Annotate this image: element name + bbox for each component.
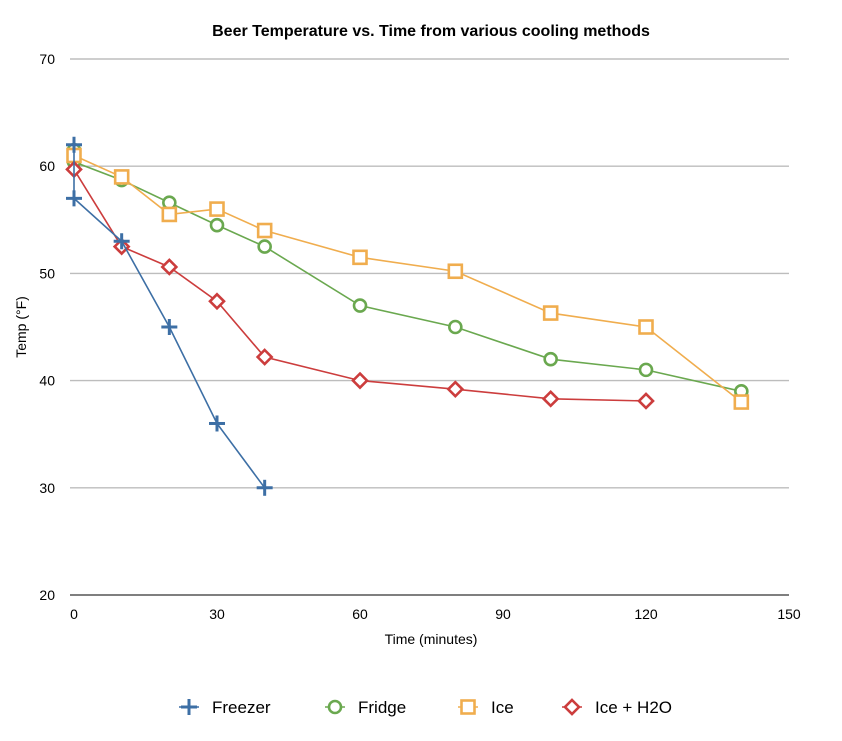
series-ice [66,147,750,410]
series-line [73,154,742,403]
data-point [256,479,273,496]
series-line [73,168,647,402]
data-point [208,292,226,311]
data-point [209,217,225,233]
x-tick-label: 0 [70,606,78,622]
data-point [733,394,750,410]
data-point [638,362,654,378]
series-group [65,136,750,496]
y-tick-label: 20 [39,587,55,603]
x-tick-label: 150 [777,606,801,622]
data-point [447,263,464,280]
data-point [113,233,130,250]
x-tick-label: 60 [352,606,368,622]
data-point [352,249,368,266]
y-tick-label: 70 [39,51,55,67]
y-axis-ticks: 20 30 40 50 60 70 [39,51,55,603]
legend-label: Fridge [358,698,406,717]
data-point [161,319,178,335]
x-tick-label: 30 [209,606,225,622]
legend-item: Ice [458,698,514,717]
y-tick-label: 40 [39,373,55,389]
data-point [113,169,130,185]
legend-marker [327,699,343,715]
data-point [351,371,369,390]
data-point [66,190,82,207]
data-point [637,392,655,410]
legend-marker [563,698,581,716]
x-axis-ticks: 0 30 60 90 120 150 [70,606,801,622]
data-point [161,206,178,223]
series-ice-h2o [65,160,655,410]
data-point [257,239,272,254]
y-tick-label: 30 [39,480,55,496]
y-tick-label: 60 [39,158,55,174]
legend-label: Ice + H2O [595,698,672,717]
x-tick-label: 120 [634,606,658,622]
data-point [160,258,179,276]
legend-label: Freezer [212,698,271,717]
gridlines [70,58,789,596]
x-tick-label: 90 [495,606,511,622]
data-point [352,298,368,313]
data-point [66,136,82,153]
series-freezer [66,136,273,496]
data-point [256,222,273,239]
y-tick-label: 50 [39,265,55,281]
data-point [448,319,463,335]
legend-item: Ice + H2O [562,698,672,717]
legend: Freezer Fridge Ice Ice + H2O [179,698,672,717]
chart-title: Beer Temperature vs. Time from various c… [212,23,650,40]
x-axis-label: Time (minutes) [385,631,478,647]
legend-item: Fridge [325,698,406,717]
data-point [255,348,274,366]
legend-marker [181,699,197,715]
y-axis-label: Temp (°F) [13,296,29,358]
data-point [446,380,465,399]
series-line [73,144,266,489]
data-point [543,351,558,367]
data-point [638,319,654,335]
data-point [209,201,225,217]
data-point [209,415,225,432]
data-point [541,389,560,408]
legend-item: Freezer [179,698,271,717]
legend-marker [460,699,476,715]
legend-label: Ice [491,698,514,717]
data-point [542,305,559,321]
